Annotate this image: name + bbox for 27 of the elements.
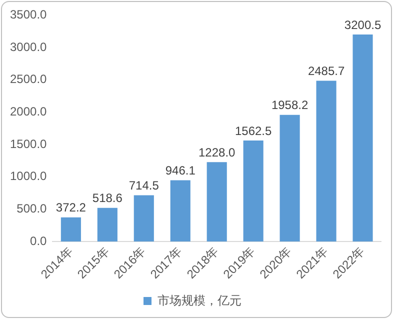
bar	[316, 80, 336, 242]
y-tick-label: 0.0	[30, 234, 48, 248]
y-tick-label: 3500.0	[10, 8, 48, 22]
data-label: 1562.5	[234, 124, 272, 138]
data-label: 3200.5	[344, 18, 382, 32]
legend-label: 市场规模，亿元	[158, 293, 242, 308]
y-tick-label: 1000.0	[10, 169, 48, 184]
bar	[206, 162, 227, 242]
data-label: 372.2	[56, 200, 86, 215]
y-tick-label: 1500.0	[10, 136, 48, 151]
y-tick-label: 2000.0	[10, 104, 48, 118]
y-tick-label: 500.0	[16, 201, 48, 216]
data-label: 946.1	[165, 164, 196, 178]
bar	[134, 195, 154, 242]
bar	[170, 180, 190, 242]
bar	[280, 114, 300, 242]
bar	[60, 217, 81, 242]
y-tick-label: 2500.0	[10, 72, 48, 86]
data-label: 518.6	[92, 191, 123, 206]
data-label: 2485.7	[308, 64, 345, 78]
bar	[97, 208, 118, 242]
data-label: 1228.0	[198, 145, 236, 160]
y-tick-label: 3000.0	[10, 40, 48, 54]
data-label: 714.5	[128, 178, 160, 193]
data-label: 1958.2	[271, 98, 308, 112]
bar	[352, 34, 373, 242]
bar	[243, 140, 264, 242]
